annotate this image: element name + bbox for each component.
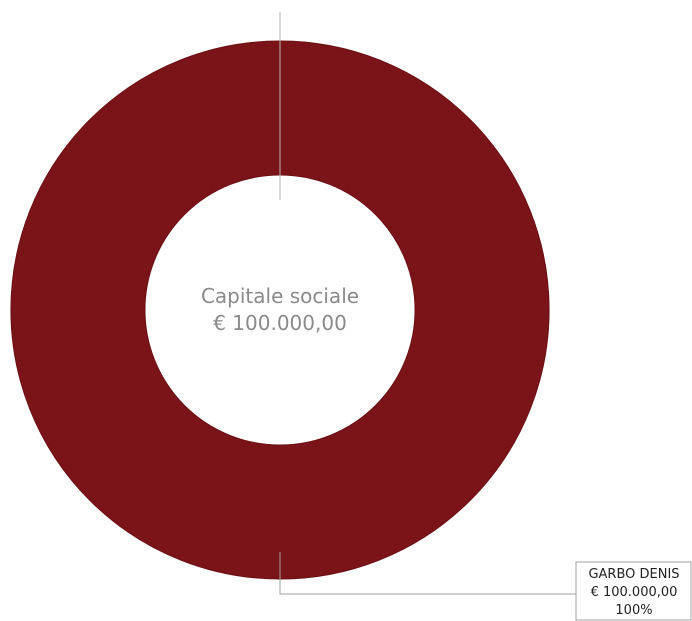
center-value: € 100.000,00 — [213, 311, 347, 335]
callout-value: € 100.000,00 — [591, 585, 678, 600]
callout-box — [575, 561, 692, 621]
callout-label: GARBO DENIS — [588, 567, 679, 582]
center-title: Capitale sociale — [201, 284, 359, 308]
callout-percent: 100% — [615, 603, 652, 618]
slice-leader-line — [279, 552, 576, 595]
slice-callout: GARBO DENIS € 100.000,00 100% — [575, 561, 692, 621]
